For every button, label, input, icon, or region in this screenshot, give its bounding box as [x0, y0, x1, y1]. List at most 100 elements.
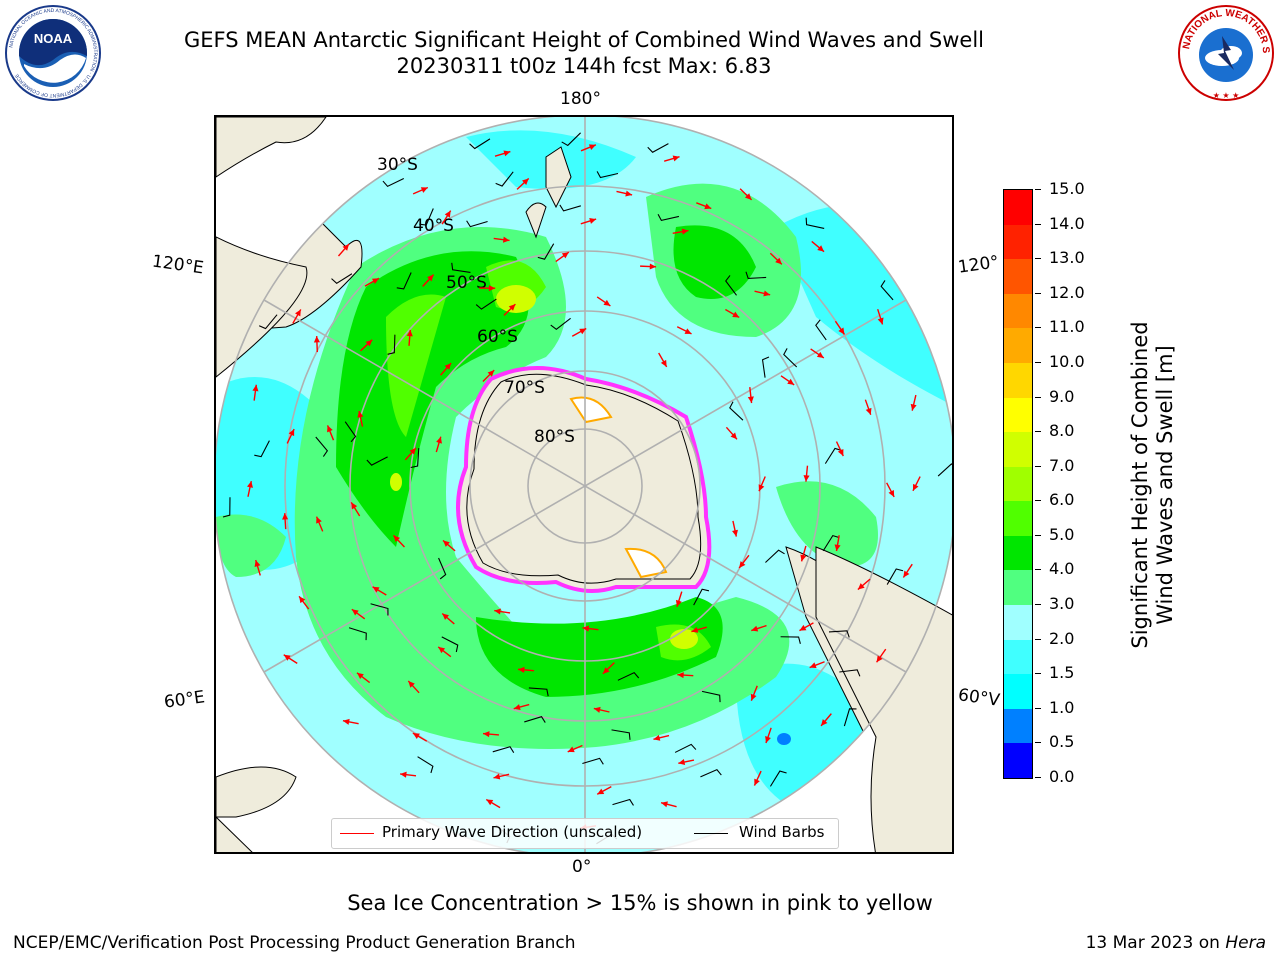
wave-direction-arrowhead [677, 672, 684, 679]
wave-direction-arrowhead [681, 228, 689, 235]
wave-direction-arrowhead [365, 339, 373, 347]
wave-direction-arrowhead [254, 560, 261, 567]
wave-direction-arrowhead [503, 150, 511, 157]
wind-barb [701, 690, 721, 703]
wave-direction-swatch [340, 833, 374, 834]
wind-barb [550, 317, 571, 330]
colorbar-segment [1004, 466, 1032, 502]
colorbar-segment [1004, 639, 1032, 675]
wave-direction-arrowhead [625, 190, 633, 197]
colorbar-segment [1004, 397, 1032, 433]
wind-barb [596, 171, 619, 179]
wave-direction-arrowhead [678, 759, 686, 766]
wind-barb [769, 770, 787, 787]
wind-barb [254, 440, 270, 458]
wind-barb [344, 421, 357, 443]
colorbar-segment [1004, 708, 1032, 744]
wave-direction-arrowhead [299, 596, 306, 604]
wave-contour-5m [386, 294, 446, 437]
wind-barb [693, 588, 710, 606]
sea-ice-shelf [624, 547, 668, 579]
colorbar-segment [1004, 224, 1032, 260]
wind-barb [886, 568, 904, 585]
wave-contour-4m [476, 597, 723, 697]
wave-direction-arrowhead [865, 407, 872, 415]
wave-direction-arrowhead [660, 359, 667, 367]
wave-direction-arrowhead [444, 363, 452, 370]
wave-direction-arrowhead [438, 646, 446, 654]
wind-barb [396, 272, 412, 290]
colorbar-segment [1004, 673, 1032, 709]
wind-barb [783, 348, 798, 368]
wave-direction-arrowhead [518, 666, 525, 673]
producer-credit: NCEP/EMC/Verification Post Processing Pr… [13, 933, 576, 953]
sea-ice-shelf [569, 396, 613, 424]
wind-barb [780, 636, 801, 644]
wind-barb [559, 204, 582, 212]
colorbar-tick-label: 4.0 [1035, 561, 1074, 577]
colorbar-tick-label: 8.0 [1035, 423, 1074, 439]
wave-direction-arrowhead [691, 626, 699, 633]
wave-direction-arrowhead [487, 370, 495, 377]
wind-barb [419, 208, 434, 226]
lon-label-60e: 60°E [162, 687, 207, 713]
africa-land [216, 816, 253, 852]
new-zealand-land [545, 146, 572, 209]
wave-direction-arrowhead [493, 773, 501, 780]
lon-label-0: 0° [572, 857, 592, 877]
wind-barb [451, 262, 471, 273]
colorbar-tick-label: 15.0 [1035, 181, 1085, 197]
colorbar-segment [1004, 327, 1032, 363]
wave-direction-arrowhead [316, 516, 322, 524]
wave-direction-arrowhead [247, 481, 253, 488]
wave-direction-arrowhead [765, 736, 771, 743]
colorbar [1003, 189, 1033, 779]
wind-barb [469, 138, 491, 150]
wind-barb [537, 243, 555, 260]
colorbar-tick-label: 11.0 [1035, 319, 1085, 335]
wave-direction-legend-label: Primary Wave Direction (unscaled) [382, 823, 643, 841]
wind-barb [828, 630, 850, 638]
colorbar-tick-label: 14.0 [1035, 215, 1085, 232]
map-canvas[interactable]: 30°S 40°S 50°S 60°S 70°S 80°S [216, 117, 954, 854]
wind-barb [366, 456, 388, 466]
wave-direction-arrowhead [816, 351, 824, 358]
wave-direction-arrowhead [588, 144, 596, 151]
wave-direction-arrowhead [834, 544, 841, 552]
wind-barb [815, 319, 827, 341]
wind-barb [387, 334, 396, 355]
lon-label-60w: 60°V [956, 685, 1001, 711]
wind-barb [495, 171, 514, 187]
wind-barb [528, 687, 549, 697]
colorbar-tick-label: 2.0 [1035, 630, 1074, 647]
colorbar-segment [1004, 431, 1032, 467]
wave-direction-arrowhead [444, 210, 451, 218]
issue-date-text: 13 Mar 2023 on [1085, 933, 1226, 953]
wind-barb [417, 756, 434, 774]
wind-barb [647, 143, 669, 153]
wind-barb [441, 636, 459, 653]
map-legend: Primary Wave Direction (unscaled) Wind B… [331, 818, 839, 849]
wind-barb [657, 213, 680, 222]
wave-direction-arrowhead [488, 285, 496, 292]
wave-max-contour [670, 629, 698, 649]
lat-label-50s: 50°S [446, 273, 487, 293]
colorbar-tick-label: 6.0 [1035, 492, 1074, 508]
wave-direction-arrowhead [351, 609, 359, 616]
wind-barb-legend-label: Wind Barbs [739, 823, 825, 841]
wind-barb [674, 743, 697, 753]
svg-text:★ ★ ★: ★ ★ ★ [1213, 91, 1240, 100]
wave-direction-arrowhead [910, 403, 917, 411]
wave-direction-arrowhead [747, 396, 754, 404]
map-panel[interactable]: 30°S 40°S 50°S 60°S 70°S 80°S [214, 115, 954, 854]
wave-direction-arrowhead [282, 513, 289, 520]
wave-direction-arrowhead [372, 586, 380, 593]
wave-direction-arrowhead [744, 193, 752, 200]
colorbar-tick-label: 10.0 [1035, 353, 1085, 370]
wave-direction-arrowhead [561, 252, 569, 259]
lon-label-180: 180° [560, 89, 601, 109]
wind-barb [937, 463, 952, 477]
wave-direction-arrowhead [739, 561, 746, 568]
wave-direction-arrowhead [732, 311, 740, 318]
africa-land [216, 766, 297, 818]
